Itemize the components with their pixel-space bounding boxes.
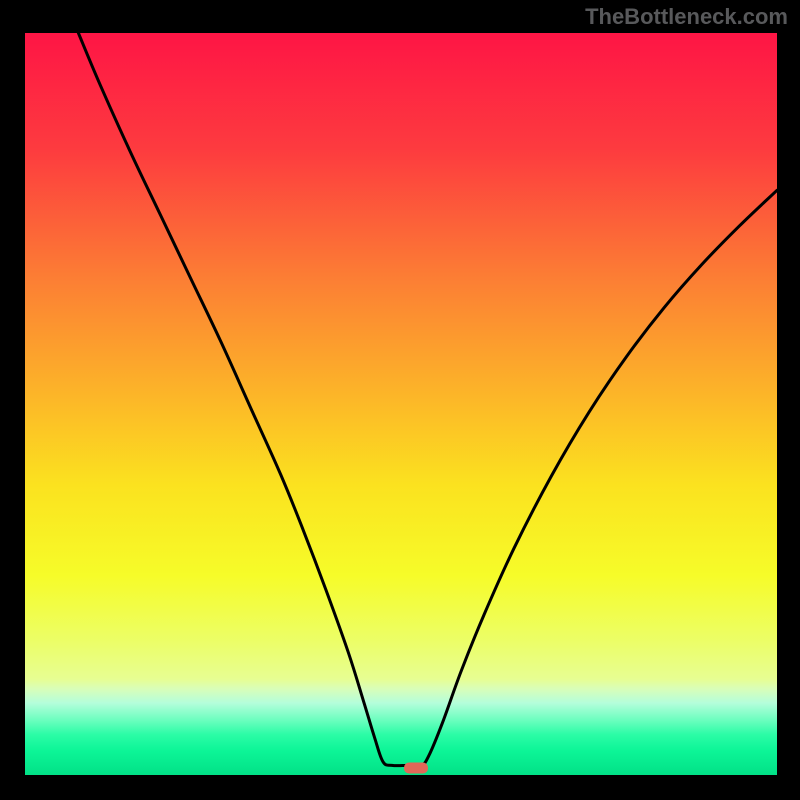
watermark-text: TheBottleneck.com <box>585 4 788 30</box>
optimum-marker <box>404 762 428 773</box>
curve-svg <box>25 33 777 775</box>
plot-area <box>25 33 777 775</box>
chart-container: { "watermark": { "text": "TheBottleneck.… <box>0 0 800 800</box>
bottleneck-curve <box>78 33 777 766</box>
